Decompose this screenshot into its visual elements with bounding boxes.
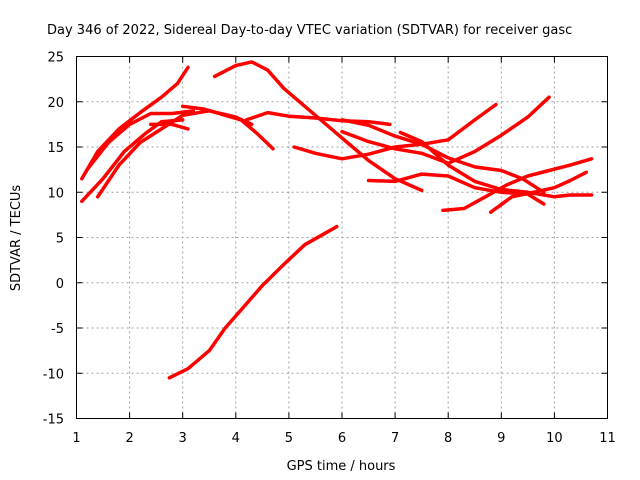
x-tick-label: 3 — [179, 431, 187, 446]
series-track-2 — [85, 109, 196, 172]
grid-lines — [76, 56, 608, 419]
x-tick-label: 8 — [444, 431, 452, 446]
y-tick-label: 20 — [47, 96, 64, 111]
y-tick-label: 10 — [47, 186, 64, 201]
x-tick-label: 7 — [391, 431, 399, 446]
y-tick-label: 0 — [56, 277, 64, 292]
chart-title: Day 346 of 2022, Sidereal Day-to-day VTE… — [47, 23, 572, 38]
data-series — [80, 60, 594, 380]
y-tick-label: 5 — [56, 232, 64, 247]
x-tick-label: 6 — [338, 431, 346, 446]
series-track-10 — [340, 118, 546, 195]
series-track-16 — [167, 224, 339, 380]
x-tick-label: 9 — [497, 431, 505, 446]
x-tick-label: 4 — [232, 431, 240, 446]
y-tick-label: -10 — [43, 367, 64, 382]
y-tick-label: 15 — [47, 141, 64, 156]
series-track-6 — [180, 104, 275, 151]
series-track-1 — [80, 65, 190, 181]
series-track-3 — [80, 118, 185, 204]
x-tick-labels: 1 2 3 4 5 6 7 8 9 10 11 — [72, 431, 615, 446]
y-tick-label: -5 — [51, 322, 64, 337]
x-tick-label: 2 — [125, 431, 133, 446]
axis-ticks — [76, 56, 608, 419]
x-tick-label: 5 — [285, 431, 293, 446]
y-tick-label: -15 — [43, 413, 64, 428]
series-track-8 — [244, 110, 392, 127]
x-tick-label: 1 — [72, 431, 80, 446]
y-axis-label: SDTVAR / TECUs — [9, 185, 24, 292]
series-track-7 — [212, 60, 424, 193]
x-tick-label: 10 — [546, 431, 563, 446]
series-track-15 — [488, 170, 589, 214]
x-axis-label: GPS time / hours — [287, 459, 396, 474]
series-track-5 — [149, 122, 190, 131]
series-track-14 — [441, 157, 594, 213]
y-tick-labels: -15 -10 -5 0 5 10 15 20 25 — [43, 51, 64, 428]
y-tick-label: 25 — [47, 51, 64, 66]
x-tick-label: 11 — [599, 431, 616, 446]
